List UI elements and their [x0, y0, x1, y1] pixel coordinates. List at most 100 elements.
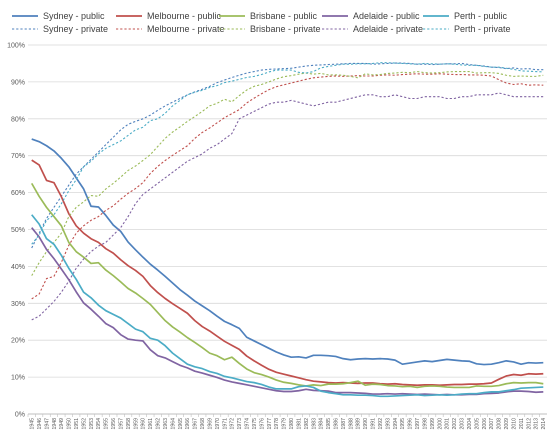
x-tick-label: 2012 — [526, 418, 532, 430]
series-lines — [30, 62, 544, 398]
x-tick-label: 2003 — [460, 418, 466, 430]
x-tick-label: 2014 — [541, 418, 547, 430]
x-tick-label: 2006 — [482, 418, 488, 430]
x-tick-label: 2002 — [452, 418, 458, 430]
x-tick-label: 1974 — [245, 418, 251, 430]
series-line-adelaide-private — [31, 92, 544, 321]
x-tick-label: 1981 — [296, 418, 302, 430]
x-tick-label: 1967 — [193, 418, 199, 430]
x-tick-label: 2001 — [445, 418, 451, 430]
x-tick-label: 1984 — [319, 418, 325, 430]
legend-entry: Perth - private — [454, 24, 511, 34]
x-tick-label: 1973 — [237, 418, 243, 430]
x-tick-label: 1946 — [37, 418, 43, 430]
legend-entry: Brisbane - private — [250, 24, 321, 34]
x-tick-label: 1976 — [259, 418, 265, 430]
x-tick-label: 1986 — [333, 418, 339, 430]
x-tick-label: 1989 — [356, 418, 362, 430]
x-tick-label: 1996 — [408, 418, 414, 430]
series-line-brisbane-public — [30, 182, 544, 389]
y-tick-label: 30% — [11, 301, 25, 308]
x-tick-label: 1999 — [430, 418, 436, 430]
x-tick-label: 1955 — [104, 418, 110, 430]
y-tick-label: 80% — [11, 116, 25, 123]
series-line-perth-public — [31, 214, 544, 398]
legend-entry: Sydney - public — [43, 11, 105, 21]
y-tick-label: 70% — [11, 153, 25, 160]
x-tick-label: 1960 — [141, 418, 147, 430]
y-tick-label: 50% — [11, 227, 25, 234]
x-tick-label: 1991 — [371, 418, 377, 430]
x-tick-label: 2000 — [437, 418, 443, 430]
x-tick-label: 1951 — [74, 418, 80, 430]
x-tick-label: 1982 — [304, 418, 310, 430]
y-axis-tick-labels: 0% 10% 20% 30% 40% 50% 60% 70% 80% 90% 100% — [7, 43, 25, 419]
x-tick-label: 1977 — [267, 418, 273, 430]
x-tick-label: 1953 — [89, 418, 95, 430]
x-tick-label: 1959 — [133, 418, 139, 430]
x-tick-label: 1993 — [385, 418, 391, 430]
x-tick-label: 1952 — [81, 418, 87, 430]
series-line-perth-private — [31, 62, 544, 245]
x-tick-label: 2008 — [497, 418, 503, 430]
x-tick-label: 1957 — [118, 418, 124, 430]
x-tick-label: 2007 — [489, 418, 495, 430]
x-tick-label: 1958 — [126, 418, 132, 430]
legend-entry: Adelaide - public — [353, 11, 420, 21]
legend-entry: Sydney - private — [43, 24, 108, 34]
legend-entry: Adelaide - private — [353, 24, 423, 34]
x-tick-label: 1992 — [378, 418, 384, 430]
y-tick-label: 20% — [11, 338, 25, 345]
gridlines — [28, 44, 547, 415]
x-tick-label: 1945 — [30, 418, 36, 430]
series-line-sydney-public — [31, 138, 544, 366]
x-tick-label: 1947 — [44, 418, 50, 430]
legend-entry: Melbourne - private — [147, 24, 225, 34]
legend-entry: Brisbane - public — [250, 11, 318, 21]
x-tick-label: 2011 — [519, 418, 525, 429]
x-tick-label: 2004 — [467, 418, 473, 430]
x-tick-label: 1998 — [422, 418, 428, 430]
x-tick-label: 1972 — [230, 418, 236, 430]
x-tick-label: 1985 — [326, 418, 332, 430]
y-tick-label: 100% — [7, 43, 25, 50]
x-tick-label: 1969 — [207, 418, 213, 430]
x-tick-label: 1978 — [274, 418, 280, 430]
legend: Sydney - public Melbourne - public Brisban… — [12, 11, 511, 34]
series-line-melbourne-public — [31, 159, 544, 387]
x-tick-label: 1970 — [215, 418, 221, 430]
x-tick-label: 1956 — [111, 418, 117, 430]
x-tick-label: 1961 — [148, 418, 154, 430]
x-tick-label: 1950 — [67, 418, 73, 430]
series-line-sydney-private — [31, 62, 544, 249]
x-tick-label: 2010 — [511, 418, 517, 430]
x-tick-label: 1997 — [415, 418, 421, 430]
y-tick-label: 0% — [15, 412, 25, 419]
x-tick-label: 1962 — [156, 418, 162, 430]
legend-entry: Perth - public — [454, 11, 508, 21]
x-tick-label: 1948 — [52, 418, 58, 430]
x-axis-tick-labels: 1945 1946 1947 1948 1949 1950 1951 1952 1953 1954… — [27, 414, 547, 430]
x-tick-label: 1971 — [222, 418, 228, 430]
x-tick-label: 1990 — [363, 418, 369, 430]
x-tick-label: 1995 — [400, 418, 406, 430]
y-tick-label: 90% — [11, 79, 25, 86]
x-tick-label: 1980 — [289, 418, 295, 430]
legend-entry: Melbourne - public — [147, 11, 222, 21]
x-tick-label: 1975 — [252, 418, 258, 430]
x-tick-label: 2013 — [534, 418, 540, 430]
y-tick-label: 40% — [11, 264, 25, 271]
x-tick-label: 1968 — [200, 418, 206, 430]
y-tick-label: 10% — [11, 375, 25, 382]
x-tick-label: 1965 — [178, 418, 184, 430]
x-tick-label: 1994 — [393, 418, 399, 430]
x-tick-label: 1963 — [163, 418, 169, 430]
x-tick-label: 1987 — [341, 418, 347, 430]
x-tick-label: 1964 — [170, 418, 176, 430]
x-tick-label: 1954 — [96, 418, 102, 430]
x-tick-label: 2005 — [474, 418, 480, 430]
x-tick-label: 1966 — [185, 418, 191, 430]
x-tick-label: 1949 — [59, 418, 65, 430]
